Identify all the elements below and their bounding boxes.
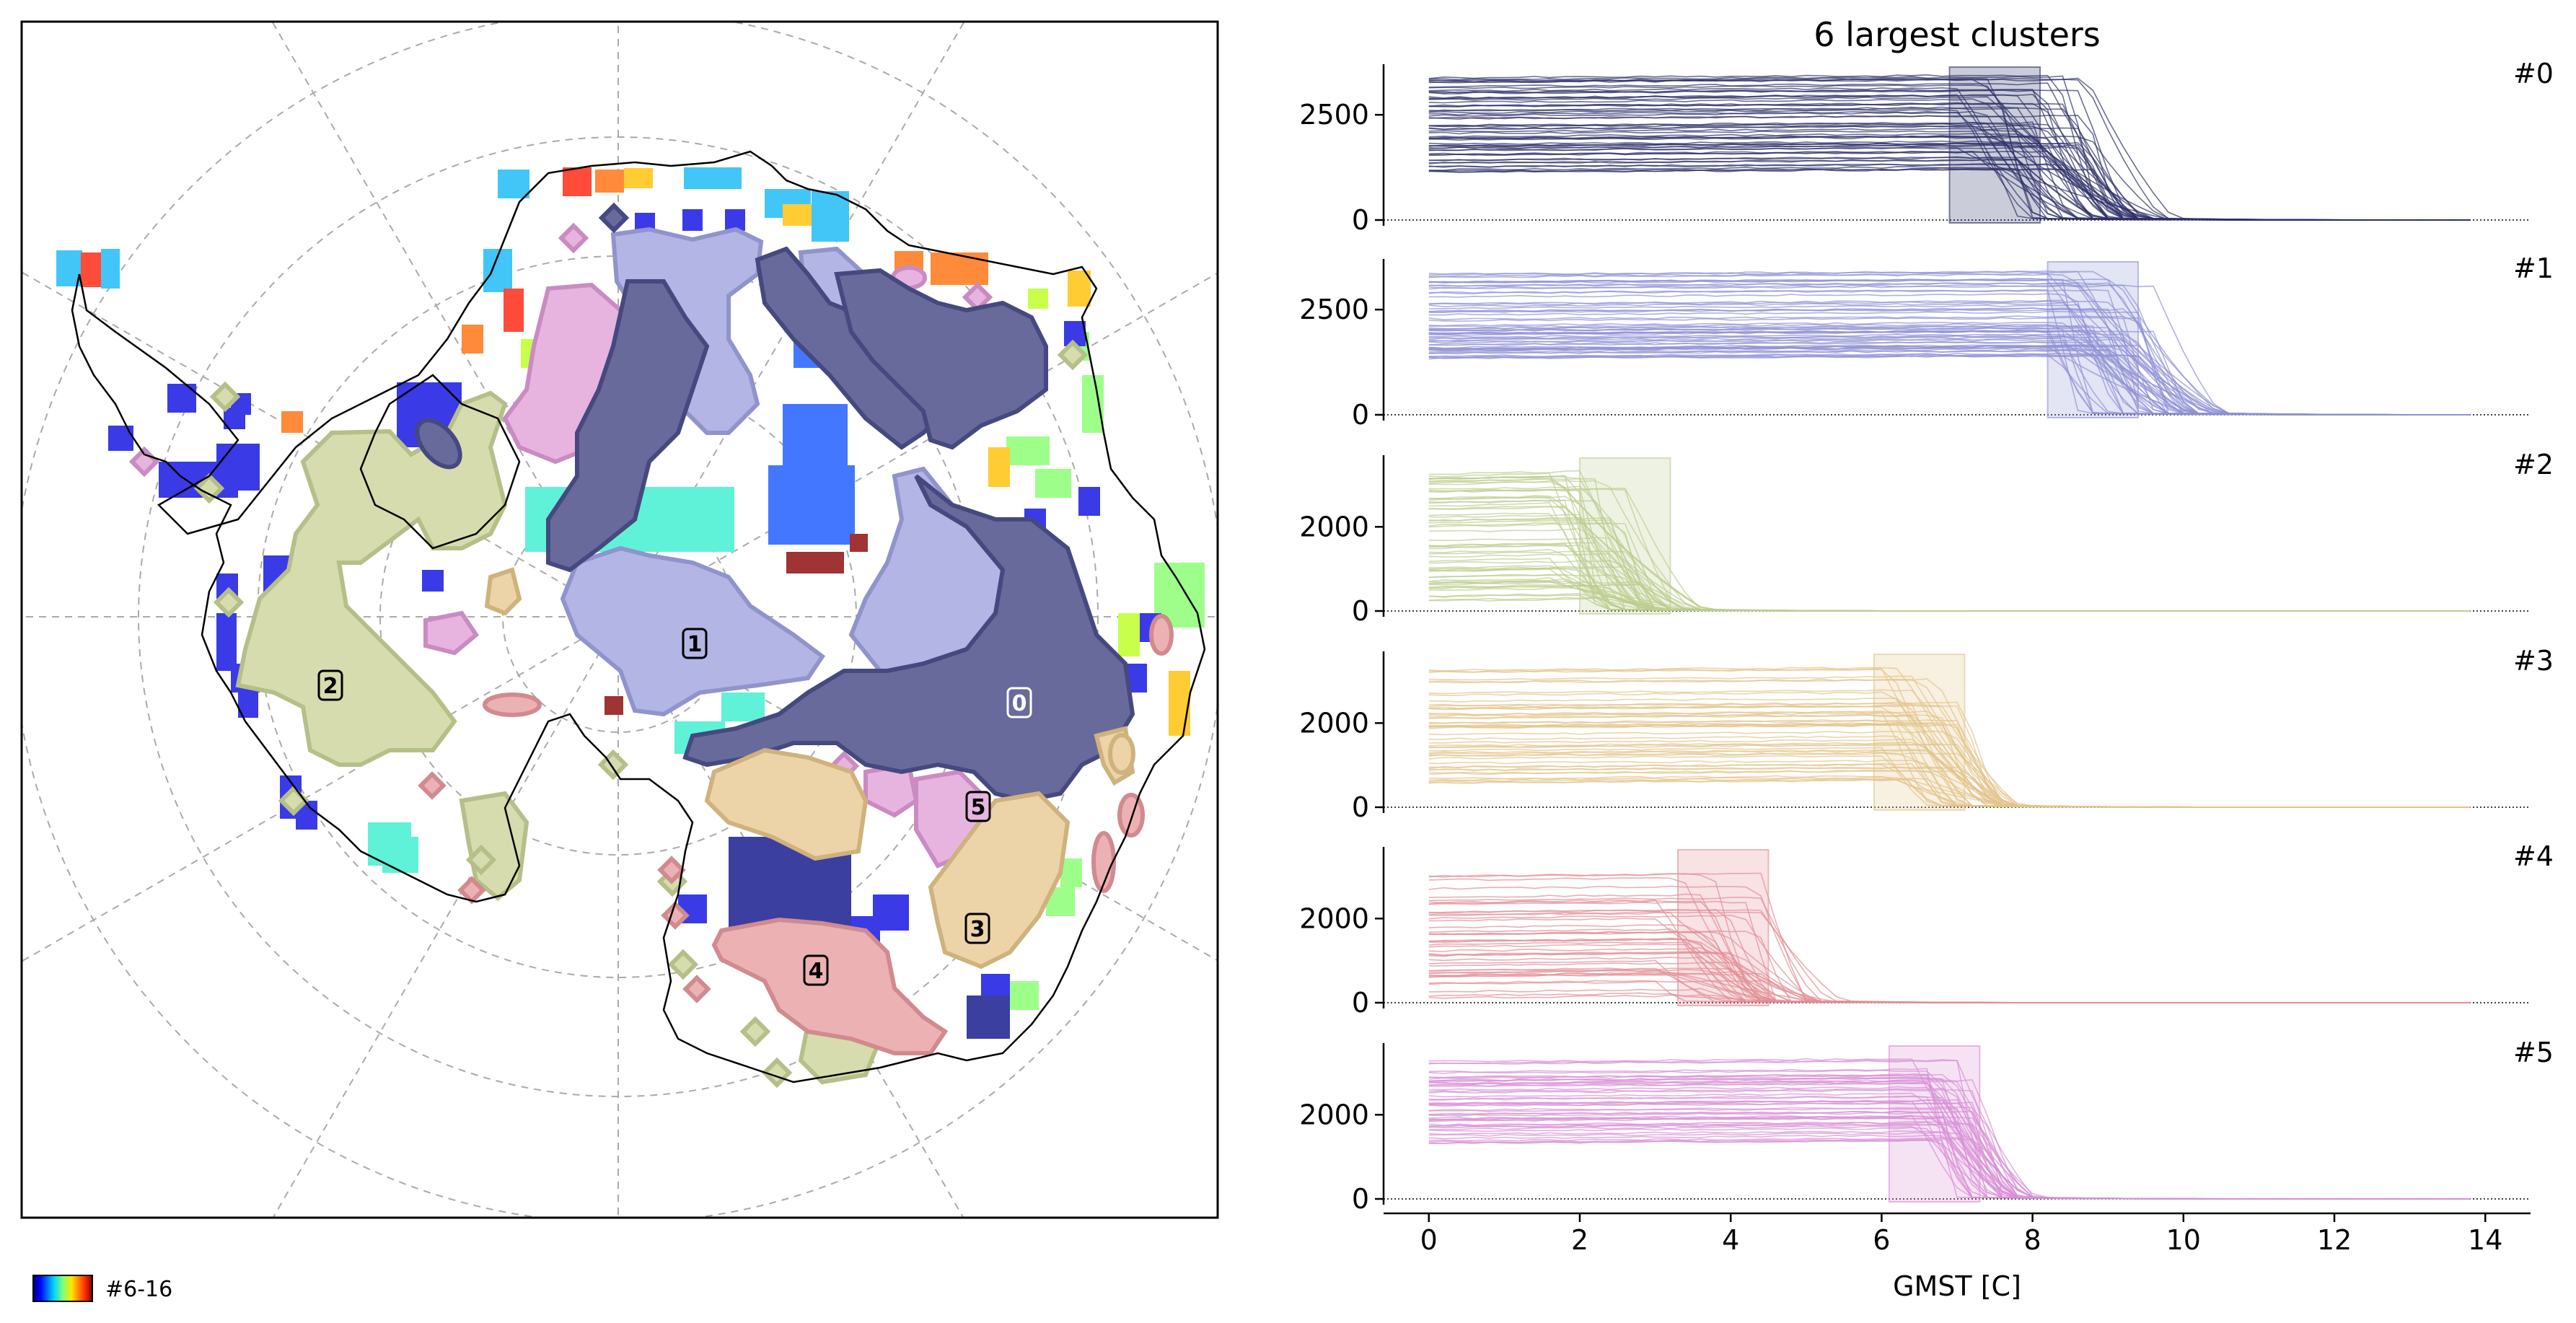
series-lines	[1428, 1058, 2471, 1200]
panel-label: #3	[2513, 645, 2554, 677]
cluster-label-5-text: 5	[971, 795, 986, 820]
map-content: 0 1 2 3 4	[22, 22, 1218, 1218]
y-tick-label: 2000	[1299, 902, 1369, 934]
subplot-5: 0 2000 #5	[1299, 1037, 2554, 1215]
x-tick-label: 10	[2166, 1224, 2201, 1256]
series-line	[1428, 980, 2471, 1003]
series-line	[1428, 353, 2471, 416]
colorbar-label: #6-16	[105, 1277, 172, 1302]
series-line	[1428, 354, 2471, 416]
series-line	[1428, 89, 2471, 221]
series-line	[1428, 972, 2471, 1003]
colorbar-swatch	[32, 1275, 93, 1302]
subplot-2: 0 2000 #2	[1299, 449, 2554, 627]
series-line	[1428, 974, 2471, 1003]
cluster-labels: 0 1 2 3 4	[317, 628, 1032, 986]
series-line	[1428, 994, 2471, 1003]
series-line	[1428, 354, 2471, 416]
cluster-label-2: 2	[317, 669, 343, 701]
series-line	[1428, 971, 2471, 1003]
series-line	[1428, 349, 2471, 416]
subplot-0: 0 2500 #0	[1299, 58, 2554, 236]
series-line	[1428, 1121, 2471, 1200]
series-line	[1428, 338, 2471, 416]
series-line	[1428, 980, 2471, 1003]
series-line	[1428, 914, 2471, 1003]
cluster-curves-panel: 6 largest clusters 02500#002500#102000#2…	[1299, 15, 2554, 1302]
x-tick-label: 12	[2317, 1224, 2352, 1256]
cluster-0-region	[415, 202, 1135, 804]
series-line	[1428, 992, 2471, 1003]
coastline-shelf	[359, 374, 521, 550]
cluster-label-2-text: 2	[323, 674, 338, 699]
panel-label: #4	[2513, 840, 2554, 872]
colorbar-legend: #6-16	[32, 1275, 172, 1302]
series-line	[1428, 873, 2471, 1003]
x-tick-label: 2	[1571, 1224, 1588, 1256]
panel-label: #2	[2513, 449, 2554, 480]
y-tick-label: 0	[1352, 987, 1369, 1019]
panel-label: #0	[2513, 58, 2554, 89]
series-lines	[1428, 872, 2471, 1003]
y-tick-label: 0	[1352, 1183, 1369, 1215]
y-tick-label: 0	[1352, 595, 1369, 627]
x-axis: 0 2 4 6 8 10 12 14	[1384, 1212, 2531, 1256]
series-line	[1428, 908, 2471, 1003]
cluster-label-3-text: 3	[970, 917, 985, 942]
series-lines	[1428, 74, 2471, 221]
panel-label: #5	[2513, 1037, 2554, 1068]
y-tick-label: 2000	[1299, 707, 1369, 739]
series-line	[1428, 899, 2471, 1003]
series-line	[1428, 353, 2471, 416]
x-tick-label: 6	[1873, 1224, 1890, 1256]
series-line	[1428, 346, 2471, 416]
panel-label: #1	[2513, 252, 2554, 284]
series-lines	[1428, 270, 2471, 416]
y-tick-label: 2500	[1299, 99, 1369, 131]
x-axis-label: GMST [C]	[1893, 1270, 2021, 1302]
y-tick-label: 0	[1352, 399, 1369, 431]
subplot-4: 0 2000 #4	[1299, 840, 2554, 1019]
y-tick-label: 2000	[1299, 511, 1369, 542]
x-tick-label: 4	[1722, 1224, 1739, 1256]
cluster-label-0-text: 0	[1012, 691, 1027, 716]
subplots: 0 2500 #0 0 2500 #1 0 2000 #2 0 2000 #3 0 2000 #4 0 2000…	[1299, 58, 2554, 1256]
series-line	[1428, 304, 2471, 416]
y-tick-label: 0	[1352, 791, 1369, 823]
series-line	[1428, 872, 2471, 1003]
series-line	[1428, 930, 2471, 1003]
series-line	[1428, 755, 2471, 808]
series-line	[1428, 349, 2471, 416]
series-line	[1428, 352, 2471, 416]
series-line	[1428, 348, 2471, 416]
series-line	[1428, 584, 2471, 612]
antarctica-map: 0 1 2 3 4	[20, 20, 1219, 1302]
series-line	[1428, 909, 2471, 1003]
map-border	[20, 20, 1219, 1219]
y-tick-label: 0	[1352, 204, 1369, 236]
coastline	[71, 150, 1206, 1084]
cluster-label-3: 3	[964, 913, 990, 944]
subplot-1: 0 2500 #1	[1299, 252, 2554, 431]
cluster-label-0: 0	[1006, 687, 1032, 718]
cluster-label-5: 5	[965, 791, 991, 822]
series-line	[1428, 972, 2471, 1003]
cluster-label-4-text: 4	[809, 959, 824, 984]
x-tick-label: 0	[1420, 1224, 1438, 1256]
subplot-3: 0 2000 #3	[1299, 645, 2554, 823]
series-line	[1428, 931, 2471, 1003]
cluster-label-4: 4	[803, 954, 829, 986]
x-tick-label: 8	[2024, 1224, 2041, 1256]
cluster-label-1: 1	[682, 628, 708, 659]
y-tick-label: 2500	[1299, 294, 1369, 325]
y-tick-label: 2000	[1299, 1099, 1369, 1130]
chart-title: 6 largest clusters	[1814, 15, 2101, 54]
series-lines	[1428, 667, 2471, 808]
series-lines	[1428, 470, 2471, 612]
cluster-4-region	[418, 614, 1174, 1055]
cluster-label-1-text: 1	[687, 632, 703, 657]
x-tick-label: 14	[2468, 1224, 2502, 1256]
series-line	[1428, 941, 2471, 1003]
